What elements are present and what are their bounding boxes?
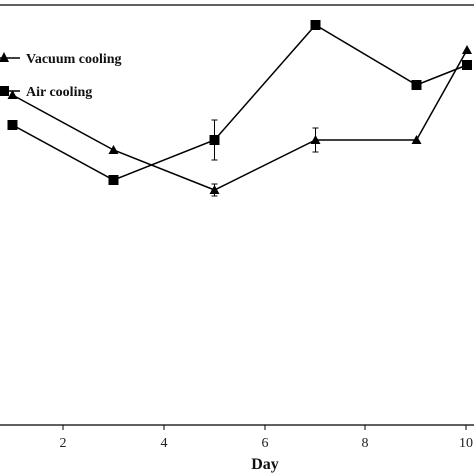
- legend-marker-square-icon: [0, 86, 9, 96]
- data-point-air-cooling-0: [7, 120, 18, 130]
- legend-item-air-cooling: Air cooling: [0, 85, 92, 100]
- data-point-vacuum-cooling-4: [411, 135, 422, 144]
- legend-label-air-cooling: Air cooling: [26, 85, 92, 100]
- data-point-air-cooling-2: [209, 135, 220, 145]
- data-point-vacuum-cooling-5: [462, 45, 472, 54]
- data-point-air-cooling-1: [108, 175, 119, 185]
- data-point-vacuum-cooling-1: [108, 145, 119, 154]
- data-point-vacuum-cooling-0: [7, 90, 18, 99]
- x-tick-label-6: 6: [262, 436, 269, 451]
- x-axis-title: Day: [251, 456, 279, 473]
- legend-marker-triangle-icon: [0, 52, 9, 62]
- legend-label-vacuum-cooling: Vacuum cooling: [26, 52, 122, 67]
- series-line-vacuum-cooling: [12, 49, 468, 191]
- x-tick-label-2: 2: [60, 436, 67, 451]
- data-point-air-cooling-5: [462, 60, 472, 70]
- x-axis-ticks: 2 4 6 8 10: [60, 425, 473, 451]
- x-tick-label-4: 4: [161, 436, 168, 451]
- x-tick-label-10: 10: [459, 436, 473, 451]
- series-line-air-cooling: [12, 24, 468, 181]
- legend-item-vacuum-cooling: Vacuum cooling: [0, 52, 122, 67]
- plot-frame: [0, 4, 474, 426]
- data-point-air-cooling-3: [310, 20, 321, 30]
- data-point-vacuum-cooling-2: [209, 185, 220, 194]
- x-tick-label-8: 8: [362, 436, 369, 451]
- data-point-vacuum-cooling-3: [310, 135, 321, 144]
- series-layer: [7, 20, 472, 197]
- data-point-air-cooling-4: [411, 80, 422, 90]
- legend: Vacuum cooling Air cooling: [0, 52, 122, 100]
